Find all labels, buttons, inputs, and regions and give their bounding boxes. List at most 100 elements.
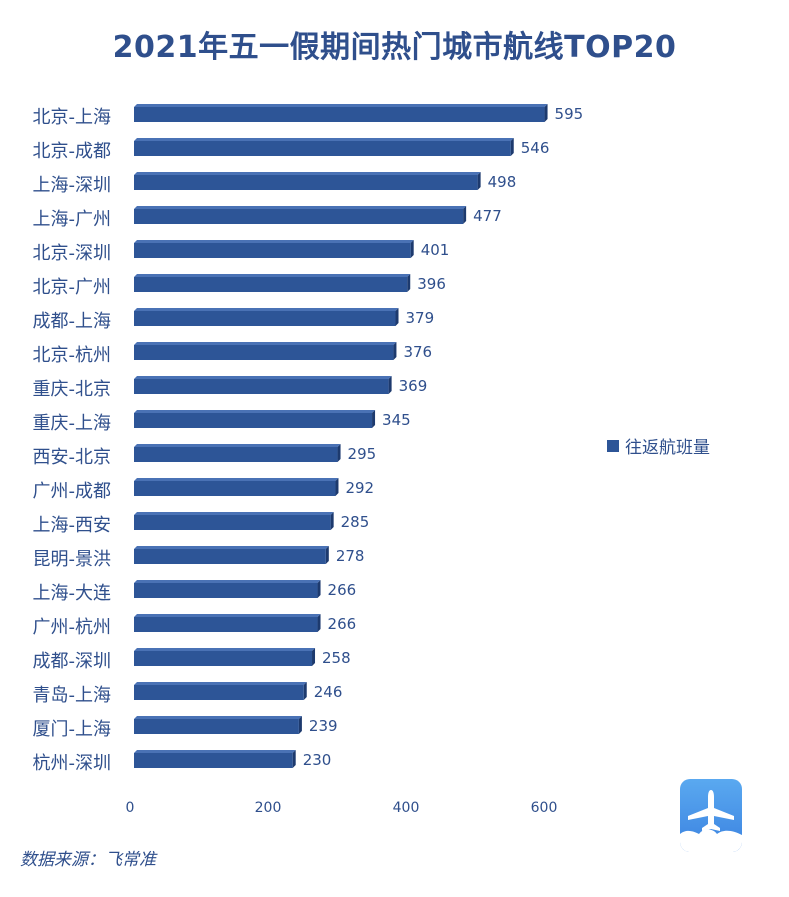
category-label: 上海-深圳 xyxy=(33,175,112,196)
bar xyxy=(134,614,321,632)
bar-side-face xyxy=(544,104,548,122)
bar-side-face xyxy=(335,478,339,496)
bar-side-face xyxy=(303,682,307,700)
bar-front-face xyxy=(134,481,336,496)
category-label: 厦门-上海 xyxy=(33,719,112,740)
x-axis-ticks: 0 200 400 600 xyxy=(126,800,558,816)
value-label: 266 xyxy=(328,615,357,633)
value-label: 379 xyxy=(406,309,435,327)
value-label: 239 xyxy=(309,717,338,735)
bar-front-face xyxy=(134,413,373,428)
bar-top-face xyxy=(134,240,414,243)
x-tick-label: 600 xyxy=(531,800,558,816)
bar-side-face xyxy=(510,138,514,156)
bar-side-face xyxy=(410,240,414,258)
category-label: 重庆-上海 xyxy=(33,413,112,434)
bar xyxy=(134,308,399,326)
legend-label: 往返航班量 xyxy=(625,438,710,458)
bar-side-face xyxy=(407,274,411,292)
category-label: 北京-上海 xyxy=(33,107,112,128)
value-label: 396 xyxy=(417,275,446,293)
bar-top-face xyxy=(134,614,321,617)
category-label: 广州-杭州 xyxy=(33,617,112,638)
bar-front-face xyxy=(134,549,326,564)
bar-side-face xyxy=(395,308,399,326)
category-label: 北京-深圳 xyxy=(33,243,112,264)
chart-title: 2021年五一假期间热门城市航线TOP20 xyxy=(112,30,677,65)
category-label: 上海-西安 xyxy=(33,515,112,536)
x-tick-label: 200 xyxy=(255,800,282,816)
category-label: 成都-深圳 xyxy=(33,651,112,672)
bar-side-face xyxy=(388,376,392,394)
bar xyxy=(134,138,514,156)
bar xyxy=(134,546,329,564)
bar-side-face xyxy=(337,444,341,462)
bar-side-face xyxy=(317,580,321,598)
category-label: 成都-上海 xyxy=(33,311,112,332)
bar-top-face xyxy=(134,648,316,651)
category-label: 重庆-北京 xyxy=(33,379,112,400)
bar xyxy=(134,104,548,122)
bar-front-face xyxy=(134,243,411,258)
category-label: 北京-成都 xyxy=(33,141,112,162)
bar-front-face xyxy=(134,719,299,734)
category-label: 上海-大连 xyxy=(33,583,112,604)
bars-layer xyxy=(134,104,548,768)
bar-side-face xyxy=(312,648,316,666)
bar-side-face xyxy=(317,614,321,632)
bar-front-face xyxy=(134,753,293,768)
bar-front-face xyxy=(134,175,478,190)
bar xyxy=(134,274,411,292)
bar-top-face xyxy=(134,750,296,753)
x-tick-label: 0 xyxy=(126,800,135,816)
bar-side-face xyxy=(292,750,296,768)
bar-top-face xyxy=(134,478,339,481)
bar-front-face xyxy=(134,515,331,530)
bar-front-face xyxy=(134,141,511,156)
legend-swatch xyxy=(607,439,619,452)
bar-top-face xyxy=(134,546,329,549)
bar-side-face xyxy=(463,206,467,224)
bar-front-face xyxy=(134,277,408,292)
bar-top-face xyxy=(134,138,514,141)
x-tick-label: 400 xyxy=(393,800,420,816)
bar-top-face xyxy=(134,512,334,515)
category-label: 昆明-景洪 xyxy=(33,549,112,570)
value-label: 230 xyxy=(303,751,332,769)
bar xyxy=(134,206,467,224)
bar-top-face xyxy=(134,274,411,277)
value-label: 292 xyxy=(345,479,374,497)
value-label: 477 xyxy=(473,207,502,225)
category-label: 杭州-深圳 xyxy=(33,753,112,774)
bar-top-face xyxy=(134,206,467,209)
value-label: 369 xyxy=(399,377,428,395)
value-label: 295 xyxy=(348,445,377,463)
value-label: 278 xyxy=(336,547,365,565)
bar xyxy=(134,342,397,360)
bar-top-face xyxy=(134,376,392,379)
bar xyxy=(134,682,307,700)
bar-top-face xyxy=(134,342,397,345)
bar xyxy=(134,376,392,394)
bar-front-face xyxy=(134,447,338,462)
bar-top-face xyxy=(134,308,399,311)
bar-top-face xyxy=(134,580,321,583)
value-label: 258 xyxy=(322,649,351,667)
bar xyxy=(134,716,302,734)
bar xyxy=(134,512,334,530)
bar xyxy=(134,240,414,258)
legend: 往返航班量 xyxy=(607,433,710,458)
bar-front-face xyxy=(134,379,389,394)
value-label: 345 xyxy=(382,411,411,429)
category-label: 广州-成都 xyxy=(33,481,112,502)
bar xyxy=(134,410,376,428)
bar xyxy=(134,580,321,598)
value-label: 285 xyxy=(341,513,370,531)
value-label: 246 xyxy=(314,683,343,701)
bar xyxy=(134,750,296,768)
bar-front-face xyxy=(134,311,396,326)
value-label: 498 xyxy=(488,173,517,191)
bar-top-face xyxy=(134,716,302,719)
bar xyxy=(134,648,316,666)
